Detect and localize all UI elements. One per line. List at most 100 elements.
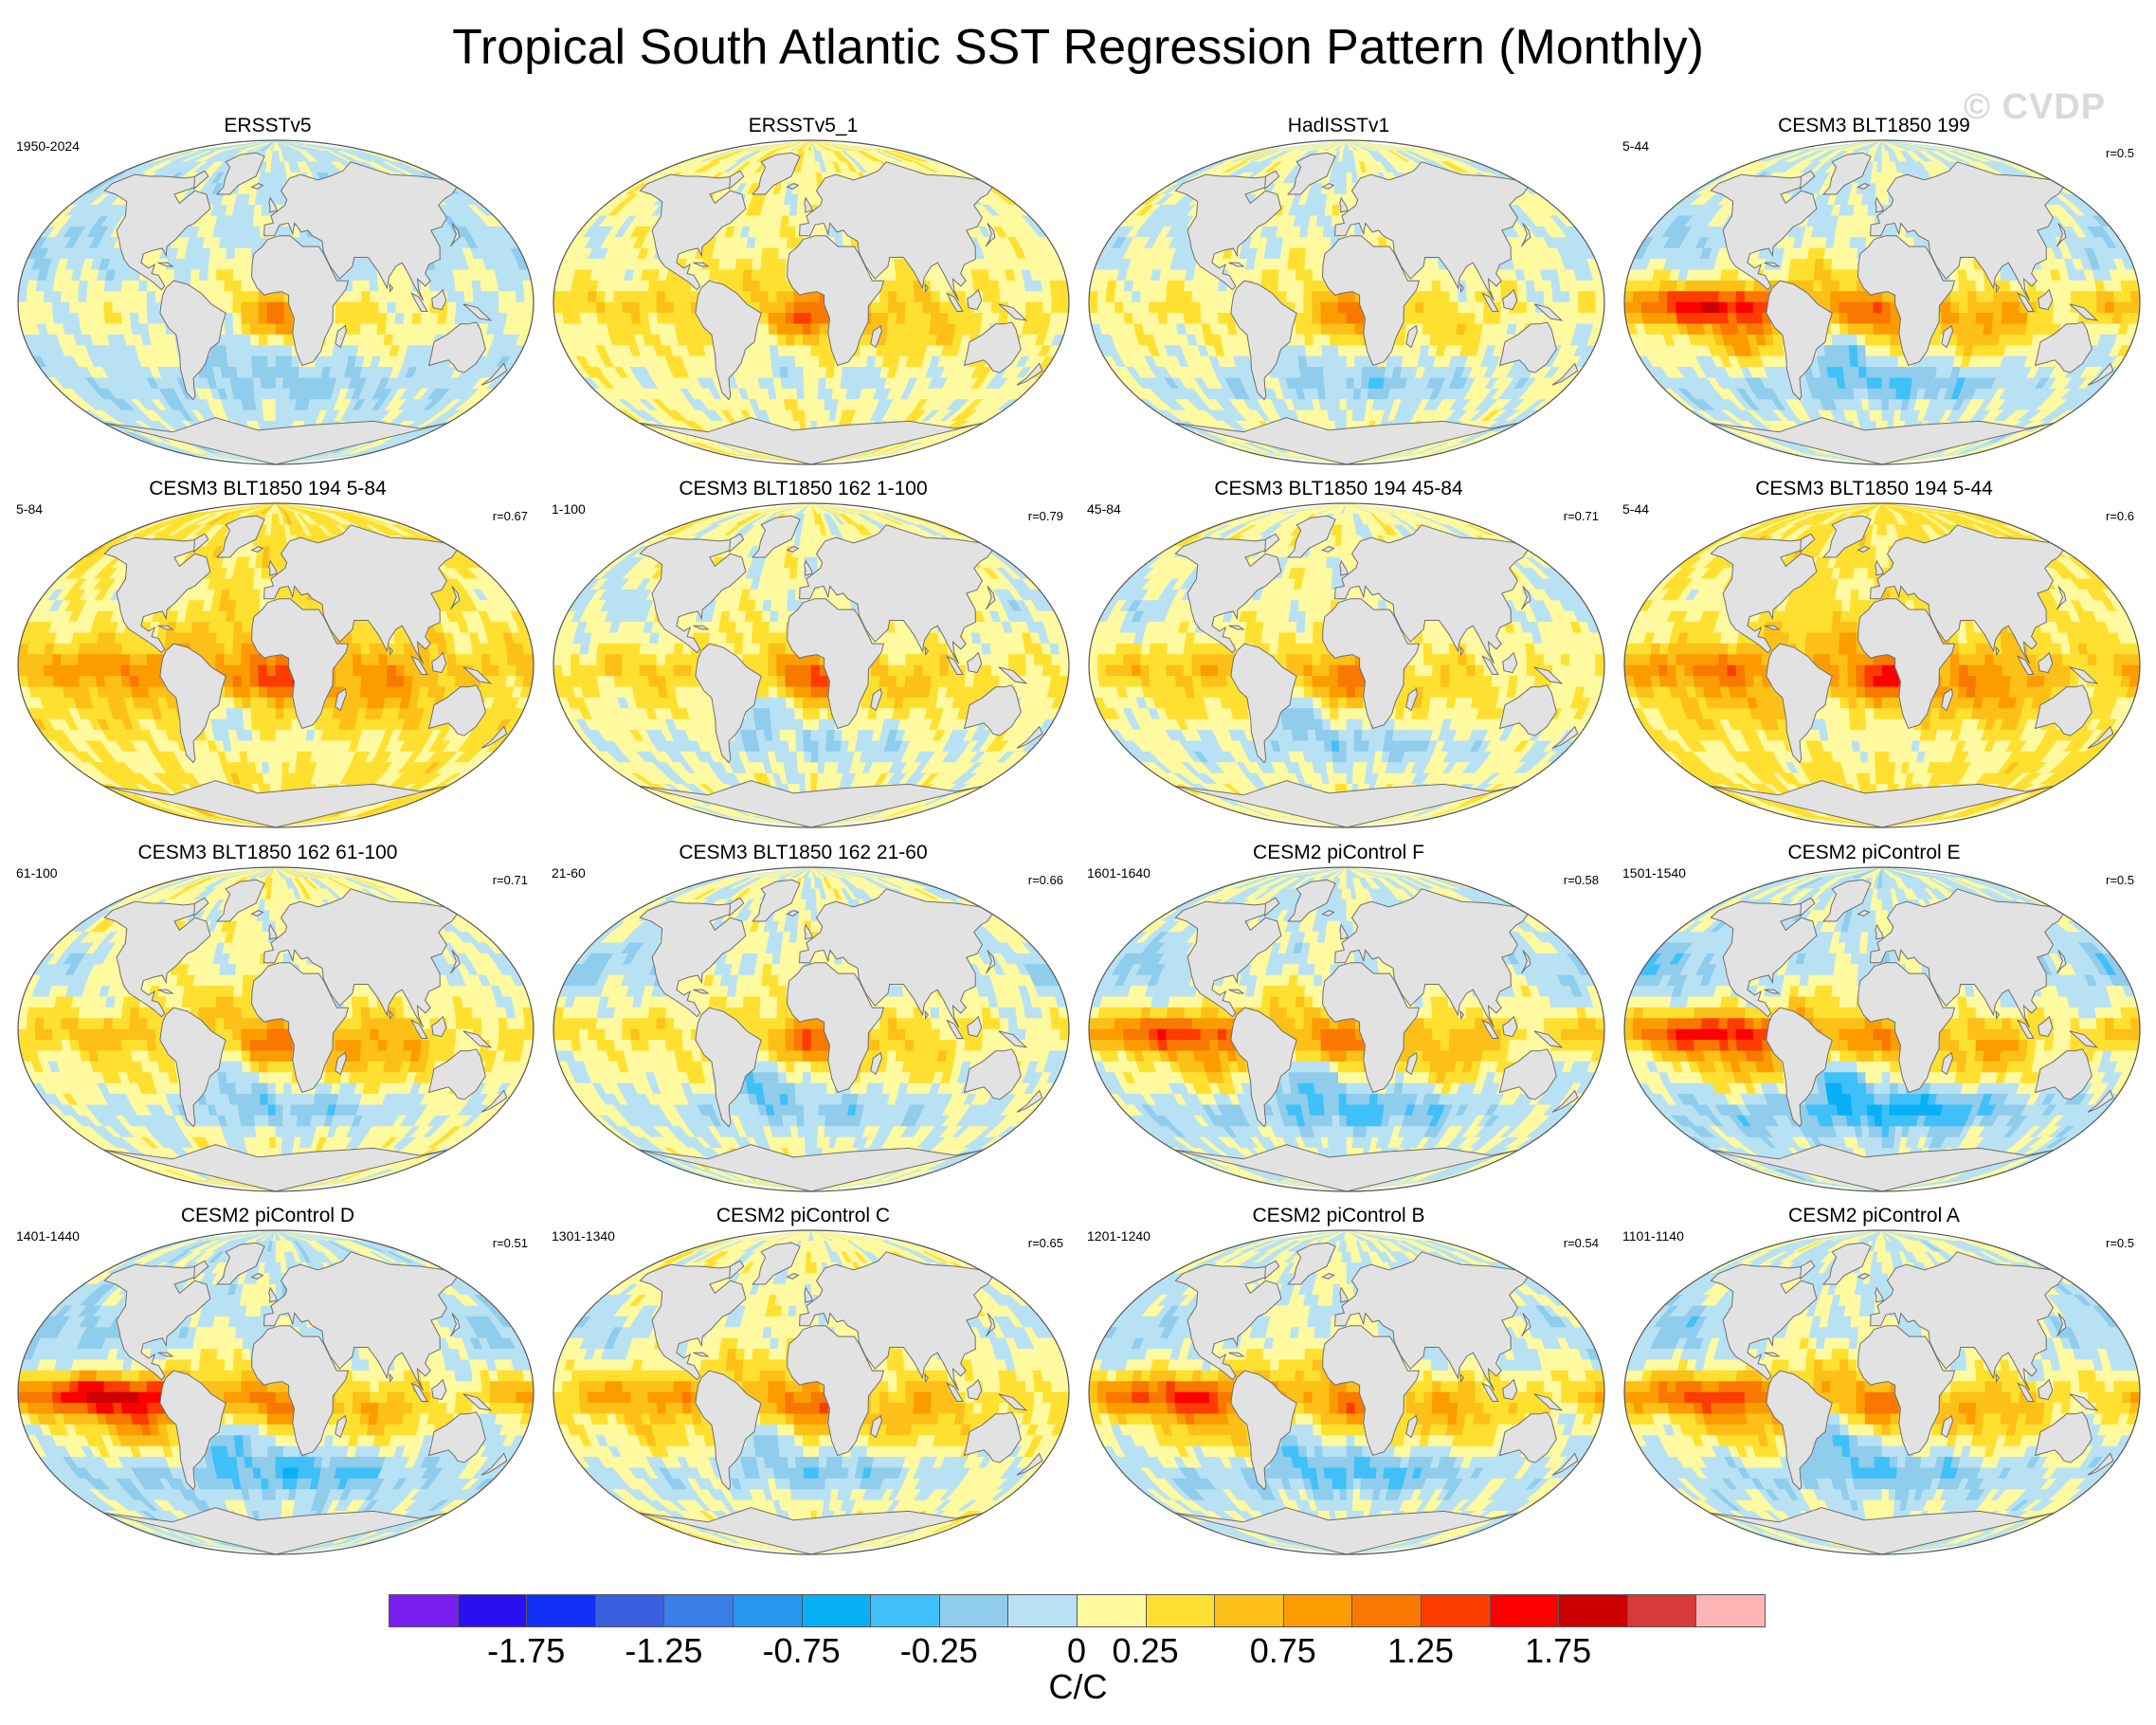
sst-cell (275, 355, 284, 368)
sst-cell (786, 345, 796, 357)
map-container (16, 138, 535, 466)
sst-cell (1208, 280, 1220, 292)
sst-cell (370, 301, 380, 314)
sst-cell (1314, 355, 1324, 368)
sst-cell (914, 301, 924, 314)
sst-cell (1346, 323, 1356, 336)
sst-cell (819, 334, 829, 346)
sst-cell (208, 247, 220, 260)
sst-cell (1414, 313, 1424, 325)
eurasia-landmass (799, 161, 993, 301)
sst-cell (1312, 269, 1322, 281)
australia-landmass (963, 321, 1022, 373)
map-container (552, 138, 1071, 466)
sst-cell (1277, 269, 1289, 281)
sst-cell (335, 313, 345, 325)
map-panel: ERSSTv5_1 (535, 114, 1071, 474)
sst-cell (387, 291, 397, 303)
sst-cell (742, 280, 752, 292)
sst-cell (938, 313, 950, 325)
sst-cell (1322, 226, 1332, 238)
sst-cell (243, 355, 253, 368)
sst-cell (1422, 280, 1433, 292)
sst-cell (1157, 313, 1169, 325)
sst-cell (241, 269, 251, 281)
sst-cell (1560, 291, 1571, 303)
sst-cell (260, 367, 269, 379)
sst-cell (787, 367, 797, 379)
sst-cell (664, 301, 675, 314)
sst-cell (681, 291, 692, 303)
sst-cell (1330, 345, 1339, 357)
sst-cell (761, 345, 771, 357)
sst-cell (1183, 280, 1194, 292)
sst-cell (353, 291, 363, 303)
sst-cell (1174, 280, 1186, 292)
sst-cell (1313, 247, 1323, 260)
sst-cell (760, 334, 770, 346)
sst-cell (803, 355, 812, 368)
sst-cell (1354, 345, 1364, 357)
sst-cell (249, 301, 260, 314)
sst-cell (930, 280, 941, 292)
sst-cell (95, 313, 106, 325)
sst-cell (226, 345, 236, 357)
sst-cell (1447, 323, 1458, 336)
sst-cell (810, 334, 821, 346)
sst-cell (343, 313, 353, 325)
sst-cell (776, 313, 787, 325)
sst-cell (268, 183, 277, 195)
sst-cell (920, 323, 932, 336)
sst-cell (403, 280, 414, 292)
sst-cell (34, 291, 45, 303)
sst-cell (1332, 193, 1341, 206)
globe-outline (553, 139, 1070, 465)
sst-cell (639, 301, 649, 314)
sst-cell (34, 301, 45, 314)
sst-cell (1252, 269, 1263, 281)
sst-cell (1320, 334, 1331, 346)
sst-cell (769, 334, 779, 346)
sst-cell (69, 313, 81, 325)
sst-cell (69, 301, 80, 314)
sst-cell (253, 205, 263, 217)
sst-cell (1114, 301, 1125, 314)
sst-cell (251, 367, 262, 379)
sst-cell (1337, 345, 1348, 357)
sst-cell (282, 355, 293, 368)
sst-cell (78, 291, 88, 303)
sst-cell (818, 377, 827, 390)
sst-cell (86, 291, 97, 303)
sst-cell (769, 247, 780, 260)
sst-cell (1016, 291, 1027, 303)
sst-cell (258, 334, 268, 346)
sst-cell (1457, 313, 1468, 325)
sst-cell (1105, 291, 1116, 303)
sst-cell (1200, 301, 1210, 314)
sst-cell (1534, 291, 1545, 303)
sst-cell (595, 291, 607, 303)
sst-cell (359, 269, 371, 281)
sst-cell (817, 399, 825, 411)
sst-cell (1321, 345, 1332, 357)
sst-cell (353, 301, 363, 314)
sst-cell (1157, 301, 1168, 314)
sst-cell (939, 301, 950, 314)
japan-landmass (985, 223, 996, 247)
sst-cell (947, 313, 958, 325)
sst-cell (914, 291, 924, 303)
sst-cell (1466, 301, 1477, 314)
sst-cell (904, 280, 915, 292)
sst-cell (120, 280, 132, 292)
sst-cell (656, 280, 667, 292)
sst-cell (819, 313, 829, 325)
sst-cell (595, 301, 607, 314)
sst-cell (777, 259, 788, 271)
madagascar-landmass (870, 324, 882, 349)
sst-cell (1354, 323, 1365, 336)
sst-cell (249, 334, 260, 346)
sst-cell (352, 313, 362, 325)
sst-cell (290, 367, 300, 379)
sst-cell (804, 409, 812, 422)
sst-cell (480, 291, 492, 303)
